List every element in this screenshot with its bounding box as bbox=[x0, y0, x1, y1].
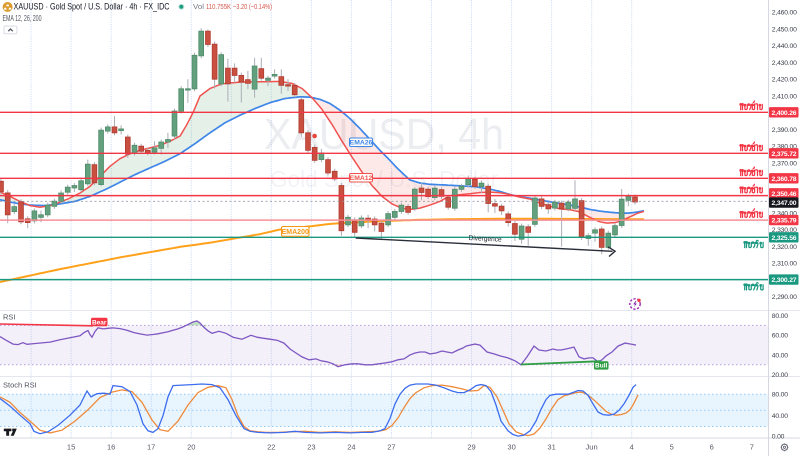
svg-text:2,460.00: 2,460.00 bbox=[772, 10, 797, 17]
svg-text:Divergence: Divergence bbox=[468, 233, 501, 244]
svg-text:2,420.00: 2,420.00 bbox=[772, 77, 797, 84]
svg-text:23: 23 bbox=[307, 443, 315, 452]
svg-text:5: 5 bbox=[670, 443, 674, 452]
svg-text:Jun: Jun bbox=[586, 443, 598, 452]
svg-text:Bear: Bear bbox=[92, 319, 107, 326]
svg-text:2,410.00: 2,410.00 bbox=[772, 93, 797, 100]
svg-text:2,375.72: 2,375.72 bbox=[772, 151, 797, 158]
svg-text:2,290.00: 2,290.00 bbox=[772, 294, 797, 301]
svg-text:2,350.46: 2,350.46 bbox=[772, 191, 797, 198]
svg-text:2,340.00: 2,340.00 bbox=[772, 211, 797, 218]
svg-text:29: 29 bbox=[467, 443, 475, 452]
svg-text:Stoch RSI: Stoch RSI bbox=[3, 381, 37, 390]
svg-text:2,320.00: 2,320.00 bbox=[772, 244, 797, 251]
svg-text:24: 24 bbox=[347, 443, 355, 452]
svg-text:EMA12: EMA12 bbox=[350, 175, 373, 182]
svg-text:2,335.79: 2,335.79 bbox=[772, 218, 797, 225]
svg-text:2,300.27: 2,300.27 bbox=[772, 277, 797, 284]
svg-text:17: 17 bbox=[147, 443, 155, 452]
svg-text:30: 30 bbox=[507, 443, 515, 452]
svg-text:2,380.00: 2,380.00 bbox=[772, 144, 797, 151]
svg-text:Bull: Bull bbox=[595, 363, 607, 370]
svg-text:EMA200: EMA200 bbox=[282, 229, 309, 236]
svg-text:20: 20 bbox=[187, 443, 195, 452]
svg-text:2,330.00: 2,330.00 bbox=[772, 227, 797, 234]
svg-text:16: 16 bbox=[107, 443, 115, 452]
svg-text:2,390.00: 2,390.00 bbox=[772, 127, 797, 134]
svg-text:2,400.26: 2,400.26 bbox=[772, 110, 797, 117]
svg-text:40.00: 40.00 bbox=[772, 352, 788, 359]
svg-text:0.00: 0.00 bbox=[772, 434, 785, 441]
svg-text:4: 4 bbox=[630, 443, 634, 452]
svg-text:22: 22 bbox=[267, 443, 275, 452]
svg-text:2,325.56: 2,325.56 bbox=[772, 235, 797, 242]
svg-text:27: 27 bbox=[387, 443, 395, 452]
svg-text:2,430.00: 2,430.00 bbox=[772, 60, 797, 67]
svg-text:31: 31 bbox=[547, 443, 555, 452]
svg-text:2,450.00: 2,450.00 bbox=[772, 27, 797, 34]
svg-text:2,440.00: 2,440.00 bbox=[772, 43, 797, 50]
svg-text:80.00: 80.00 bbox=[772, 392, 788, 399]
svg-text:2,370.00: 2,370.00 bbox=[772, 160, 797, 167]
svg-text:80.00: 80.00 bbox=[772, 313, 788, 320]
svg-text:20.00: 20.00 bbox=[772, 372, 788, 379]
svg-text:EMA 12, 26, 200: EMA 12, 26, 200 bbox=[3, 14, 42, 23]
svg-text:2,310.00: 2,310.00 bbox=[772, 261, 797, 268]
svg-text:XAUUSD · Gold Spot / U.S. Doll: XAUUSD · Gold Spot / U.S. Dollar · 4h · … bbox=[14, 1, 170, 11]
svg-text:6: 6 bbox=[710, 443, 714, 452]
svg-text:RSI: RSI bbox=[3, 313, 16, 322]
svg-text:110.755K: 110.755K bbox=[206, 2, 231, 11]
svg-text:7: 7 bbox=[750, 443, 754, 452]
svg-text:2,360.78: 2,360.78 bbox=[772, 176, 797, 183]
svg-text:−3.20 (−0.14%): −3.20 (−0.14%) bbox=[233, 2, 272, 11]
svg-text:40.00: 40.00 bbox=[772, 413, 788, 420]
svg-text:15: 15 bbox=[67, 443, 75, 452]
svg-text:Vol: Vol bbox=[193, 2, 204, 11]
svg-text:2,347.00: 2,347.00 bbox=[772, 200, 797, 207]
svg-text:60.00: 60.00 bbox=[772, 333, 788, 340]
svg-text:EMA26: EMA26 bbox=[350, 140, 373, 147]
